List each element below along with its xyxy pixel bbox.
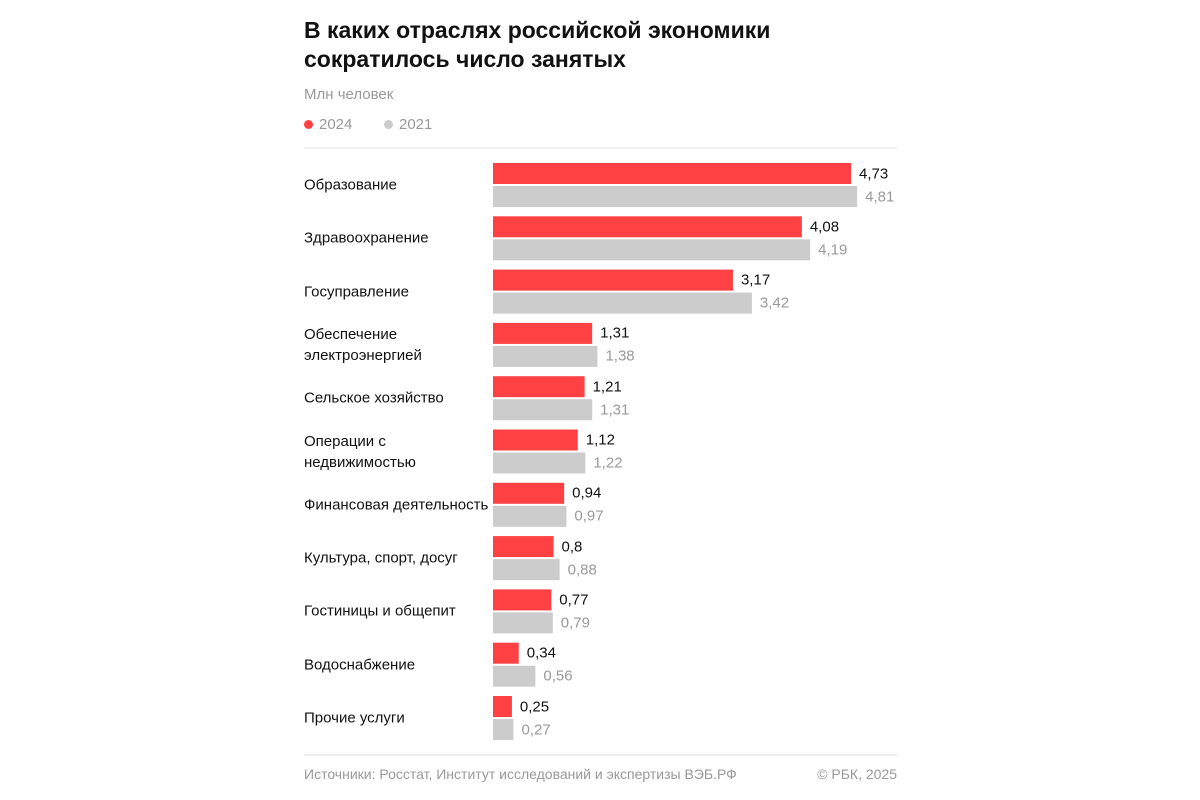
category-label: Гостиницы и общепит <box>304 602 456 620</box>
bar <box>493 376 585 398</box>
value-label: 4,73 <box>859 165 889 182</box>
bar <box>493 505 567 527</box>
bar <box>493 322 593 344</box>
bar <box>493 665 536 687</box>
chart-subtitle: Млн человек <box>304 86 394 103</box>
bar <box>493 269 733 291</box>
value-label: 4,81 <box>865 188 895 205</box>
legend-item: 2021 <box>384 116 432 133</box>
category-label: Прочие услуги <box>304 709 405 727</box>
value-label: 1,22 <box>593 454 623 472</box>
bar <box>493 719 514 740</box>
source: Источники: Росстат, Институт исследовани… <box>304 766 737 782</box>
bar <box>493 292 752 314</box>
value-label: 0,94 <box>572 484 602 502</box>
category-label: Операции с недвижимостью <box>304 432 416 471</box>
bar <box>493 186 858 207</box>
bar <box>493 559 560 581</box>
value-label: 1,31 <box>600 324 630 342</box>
bar <box>493 612 553 634</box>
value-label: 3,42 <box>759 294 790 312</box>
value-label: 0,88 <box>567 561 597 579</box>
chart-title: В каких отраслях российской экономики со… <box>304 17 771 72</box>
category-label: Культура, спорт, досуг <box>304 549 458 567</box>
value-label: 1,38 <box>605 347 635 365</box>
legend-item: 2024 <box>304 116 352 133</box>
value-label: 0,79 <box>560 614 590 632</box>
legend-label: 2021 <box>399 116 433 133</box>
bar <box>493 345 598 367</box>
legend-label: 2024 <box>319 116 353 133</box>
category-label: Финансовая деятельность <box>304 496 489 514</box>
value-label: 1,21 <box>592 378 622 396</box>
value-label: 0,97 <box>574 507 604 525</box>
credit: © РБК, 2025 <box>817 766 897 782</box>
bar <box>493 239 811 261</box>
value-label: 0,8 <box>561 538 583 556</box>
category-label: Здравоохранение <box>304 229 429 247</box>
bar <box>493 536 554 558</box>
bar <box>493 429 578 451</box>
value-label: 0,77 <box>559 591 589 609</box>
bar <box>493 696 512 717</box>
bar <box>493 642 519 664</box>
value-label: 3,17 <box>740 271 771 289</box>
category-label: Образование <box>304 176 397 194</box>
bar <box>493 399 593 421</box>
bar <box>493 589 552 611</box>
bar <box>493 163 852 184</box>
bar <box>493 216 802 238</box>
value-label: 4,19 <box>818 241 848 259</box>
legend-marker <box>304 120 313 129</box>
value-label: 0,27 <box>521 721 551 738</box>
category-label: Сельское хозяйство <box>304 389 444 407</box>
bar <box>493 452 586 474</box>
category-label: Обеспечение электроэнергией <box>304 325 422 364</box>
value-label: 0,25 <box>519 698 550 715</box>
value-label: 0,56 <box>543 667 573 685</box>
value-label: 4,08 <box>809 218 840 236</box>
value-label: 0,34 <box>526 644 556 662</box>
category-label: Водоснабжение <box>304 656 416 674</box>
value-label: 1,31 <box>600 401 630 419</box>
legend-marker <box>384 120 393 129</box>
value-label: 1,12 <box>585 431 615 449</box>
category-label: Госуправление <box>304 283 409 301</box>
bar <box>493 482 565 504</box>
